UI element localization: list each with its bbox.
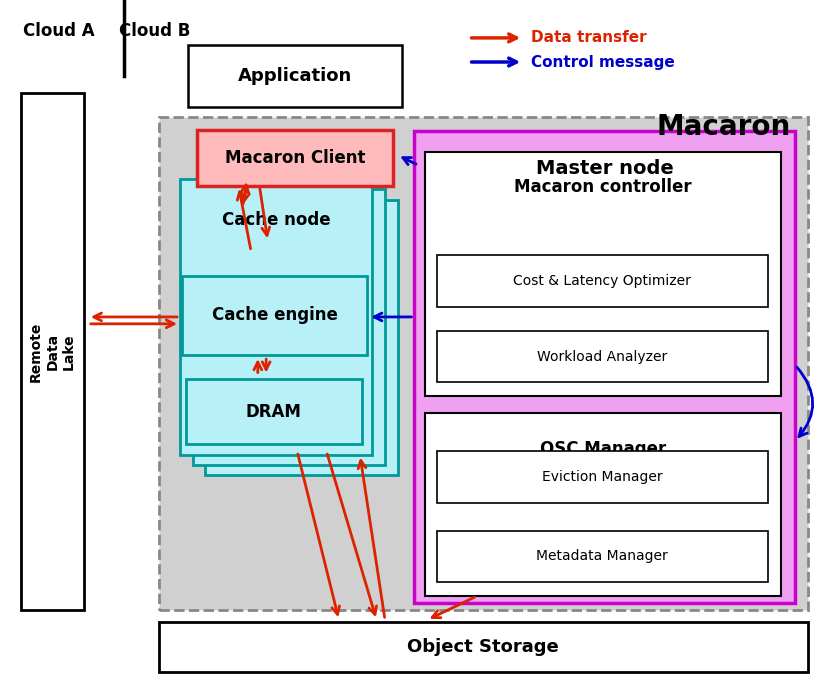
Bar [159, 117, 807, 610]
Text: Cache node: Cache node [222, 212, 330, 229]
Bar [425, 152, 780, 396]
Bar [188, 45, 401, 107]
Bar [205, 200, 397, 475]
Bar [196, 130, 393, 186]
Text: Macaron: Macaron [656, 114, 790, 141]
Text: Cloud B: Cloud B [119, 22, 191, 40]
Text: Cost & Latency Optimizer: Cost & Latency Optimizer [512, 274, 691, 288]
Bar [436, 531, 767, 582]
Bar [159, 622, 807, 672]
Bar [414, 131, 794, 603]
Bar [21, 93, 84, 610]
Bar [436, 451, 767, 503]
Bar [180, 179, 372, 455]
Text: Metadata Manager: Metadata Manager [536, 549, 667, 564]
Bar [192, 189, 385, 465]
Text: DRAM: DRAM [246, 402, 301, 421]
Bar [182, 276, 366, 355]
Text: OSC Manager: OSC Manager [539, 440, 665, 458]
Text: Remote
Data
Lake: Remote Data Lake [29, 321, 75, 382]
Text: Application: Application [237, 67, 352, 85]
Text: Eviction Manager: Eviction Manager [541, 470, 662, 484]
Bar [436, 255, 767, 307]
Text: Workload Analyzer: Workload Analyzer [537, 349, 666, 364]
Text: Control message: Control message [531, 54, 675, 70]
Bar [436, 331, 767, 382]
Text: Cloud A: Cloud A [23, 22, 94, 40]
Bar [425, 413, 780, 596]
Text: Master node: Master node [535, 159, 673, 178]
Text: Object Storage: Object Storage [407, 638, 558, 656]
Text: Cache engine: Cache engine [212, 306, 337, 325]
Text: Macaron Client: Macaron Client [225, 149, 364, 167]
Text: Data transfer: Data transfer [531, 30, 646, 45]
Bar [186, 379, 361, 444]
Text: Macaron controller: Macaron controller [513, 178, 691, 196]
